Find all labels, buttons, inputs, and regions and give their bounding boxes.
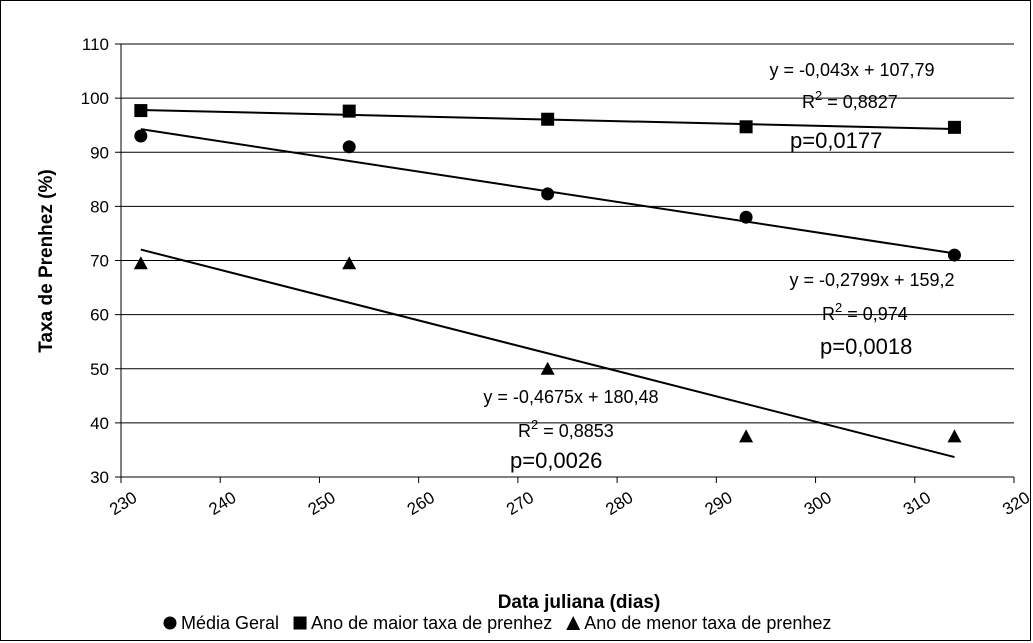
point-circle bbox=[342, 140, 356, 154]
point-triangle bbox=[342, 256, 357, 270]
y-tick-label: 60 bbox=[90, 306, 109, 325]
x-tick-label: 270 bbox=[503, 488, 537, 519]
x-tick-label: 260 bbox=[404, 488, 438, 519]
legend-marker-square bbox=[293, 616, 307, 630]
point-triangle bbox=[133, 256, 148, 270]
r2-label: R2 = 0,8853 bbox=[518, 417, 614, 441]
y-tick-label: 110 bbox=[82, 35, 109, 54]
legend-label: Ano de maior taxa de prenhez bbox=[311, 613, 552, 633]
p-value-label: p=0,0018 bbox=[820, 334, 912, 359]
x-tick-label: 290 bbox=[702, 488, 736, 519]
y-tick-label: 90 bbox=[90, 143, 109, 162]
x-tick-labels: 230 240 250 260 270 280 290 300 310 320 bbox=[106, 488, 1033, 519]
p-value-label: p=0,0026 bbox=[510, 448, 602, 473]
data-points bbox=[133, 104, 962, 443]
axes bbox=[115, 43, 1015, 483]
y-tick-label: 50 bbox=[90, 360, 109, 379]
y-tick-labels: 30 40 50 60 70 80 90 100 110 bbox=[81, 35, 109, 487]
y-tick-label: 100 bbox=[81, 89, 109, 108]
x-tick-label: 310 bbox=[900, 488, 934, 519]
x-tick-label: 280 bbox=[602, 488, 636, 519]
point-square bbox=[134, 104, 148, 118]
point-triangle bbox=[739, 429, 754, 443]
point-circle bbox=[541, 187, 555, 201]
grid-lines bbox=[121, 43, 1014, 424]
y-tick-label: 80 bbox=[90, 197, 109, 216]
point-square bbox=[947, 120, 961, 134]
legend-marker-triangle bbox=[566, 616, 581, 630]
point-circle bbox=[134, 129, 148, 143]
x-tick-label: 240 bbox=[205, 488, 239, 519]
x-tick-label: 250 bbox=[305, 488, 339, 519]
y-axis-title: Taxa de Prenhez (%) bbox=[36, 169, 57, 352]
legend: Média Geral Ano de maior taxa de prenhez A… bbox=[163, 613, 831, 633]
legend-label: Média Geral bbox=[181, 613, 279, 633]
annotations: y = -0,2799x + 159,2 R2 = 0,974 p=0,0018 y … bbox=[483, 60, 954, 473]
r2-label: R2 = 0,8827 bbox=[802, 88, 898, 112]
x-axis-title: Data juliana (dias) bbox=[498, 592, 661, 613]
p-value-label: p=0,0177 bbox=[790, 128, 882, 153]
point-square bbox=[541, 112, 555, 126]
x-tick-label: 300 bbox=[801, 488, 835, 519]
y-tick-label: 40 bbox=[90, 414, 109, 433]
point-square bbox=[342, 104, 356, 118]
point-circle bbox=[947, 248, 961, 262]
equation-label: y = -0,043x + 107,79 bbox=[769, 60, 934, 80]
x-tick-label: 230 bbox=[106, 488, 140, 519]
equation-label: y = -0,2799x + 159,2 bbox=[789, 270, 954, 290]
r2-label: R2 = 0,974 bbox=[822, 300, 908, 324]
y-tick-label: 30 bbox=[90, 468, 109, 487]
equation-label: y = -0,4675x + 180,48 bbox=[483, 387, 658, 407]
y-tick-label: 70 bbox=[90, 252, 109, 271]
point-square bbox=[739, 120, 753, 134]
point-circle bbox=[739, 210, 753, 224]
legend-marker-circle bbox=[163, 616, 177, 630]
x-tick-label: 320 bbox=[999, 488, 1033, 519]
point-triangle bbox=[947, 429, 962, 443]
trendline-triangle bbox=[140, 248, 955, 459]
point-triangle bbox=[540, 361, 555, 375]
legend-label: Ano de menor taxa de prenhez bbox=[584, 613, 831, 633]
